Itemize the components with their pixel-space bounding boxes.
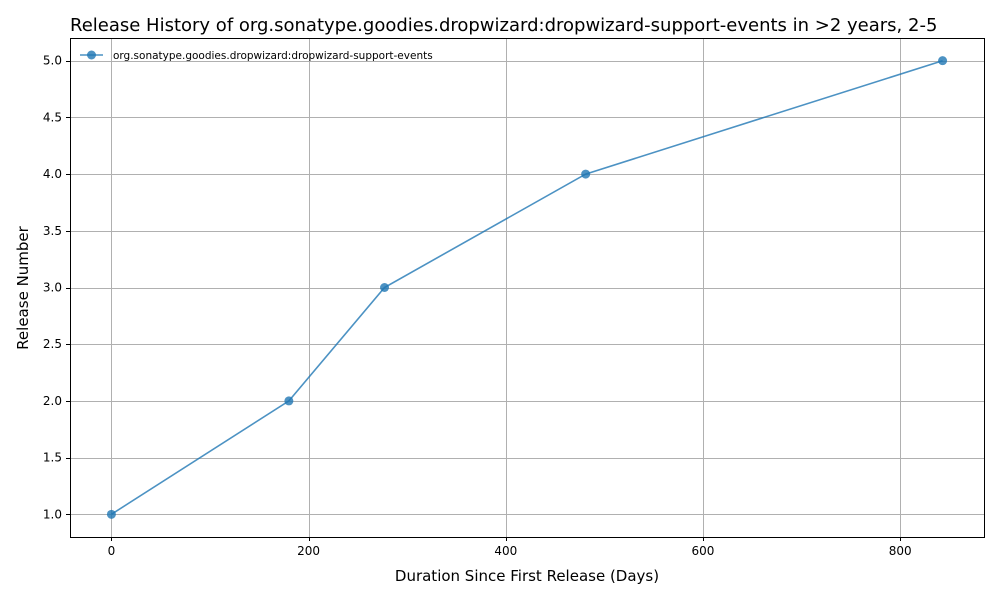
- series-layer: [106, 56, 948, 519]
- legend: org.sonatype.goodies.dropwizard:dropwiza…: [80, 50, 433, 62]
- plot-frame: [70, 38, 985, 538]
- x-axis-label: Duration Since First Release (Days): [395, 567, 659, 585]
- data-point: [380, 283, 390, 292]
- data-point: [284, 396, 294, 406]
- y-axis-label: Release Number: [14, 225, 32, 349]
- x-tick-label: 200: [297, 544, 320, 558]
- x-tick-label: 0: [108, 544, 116, 558]
- y-tick-label: 2.0: [43, 394, 62, 408]
- y-tick-label: 3.0: [43, 281, 62, 295]
- y-tick-label: 1.0: [43, 507, 62, 521]
- y-tick-label: 5.0: [43, 54, 62, 68]
- x-tick-label: 800: [889, 544, 912, 558]
- x-tick-label: 400: [494, 544, 517, 558]
- legend-marker: [87, 50, 96, 60]
- data-point: [106, 509, 116, 519]
- grid: [70, 38, 984, 537]
- y-tick-label: 2.5: [43, 337, 62, 351]
- y-tick-label: 4.5: [43, 110, 62, 124]
- series-line: [110, 59, 943, 515]
- data-point: [581, 169, 591, 179]
- legend-label: org.sonatype.goodies.dropwizard:dropwiza…: [113, 50, 433, 62]
- y-tick-label: 3.5: [43, 224, 62, 238]
- axis-ticks: 0 200 400 600 800 1.0 1.5 2.0 2.5 3.0 3.5 4.0 4.5 5.0: [43, 54, 912, 558]
- y-tick-label: 4.0: [43, 167, 62, 181]
- data-point: [938, 56, 948, 66]
- chart-title: Release History of org.sonatype.goodies.…: [70, 15, 937, 36]
- y-tick-label: 1.5: [43, 451, 62, 465]
- x-tick-label: 600: [692, 544, 715, 558]
